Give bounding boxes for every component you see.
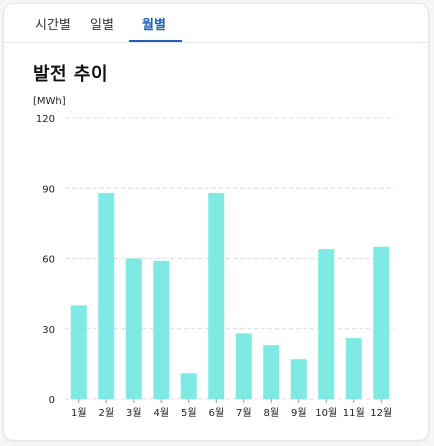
bar[interactable]	[208, 193, 224, 399]
x-tick-label: 8월	[263, 407, 279, 419]
bar[interactable]	[153, 261, 169, 399]
y-tick-label: 30	[42, 325, 55, 336]
bar[interactable]	[318, 249, 334, 399]
bar[interactable]	[181, 373, 197, 399]
bar[interactable]	[263, 345, 279, 399]
x-tick-label: 6월	[208, 407, 224, 419]
y-axis-unit-label: [MWh]	[33, 96, 66, 107]
bar[interactable]	[291, 359, 307, 399]
x-tick-label: 1월	[71, 407, 87, 419]
bars	[71, 193, 390, 399]
x-tick-label: 12월	[370, 407, 392, 419]
y-tick-label: 0	[49, 395, 55, 406]
bar[interactable]	[373, 247, 389, 399]
x-tick-label: 10월	[315, 407, 337, 419]
x-tick-label: 9월	[291, 407, 307, 419]
x-tick-label: 7월	[236, 407, 252, 419]
x-tick-label: 11월	[343, 407, 365, 419]
bar[interactable]	[346, 338, 362, 399]
bar[interactable]	[98, 193, 114, 399]
x-tick-label: 3월	[126, 407, 142, 419]
y-tick-label: 90	[42, 184, 55, 195]
y-axis-ticks: 0 30 60 90 120	[36, 114, 55, 406]
bar[interactable]	[236, 333, 252, 399]
x-tick-label: 5월	[181, 407, 197, 419]
y-tick-label: 120	[36, 114, 55, 125]
x-tick-label: 2월	[98, 407, 114, 419]
bar[interactable]	[71, 305, 87, 399]
grid-lines	[65, 118, 395, 399]
bar[interactable]	[126, 259, 142, 400]
y-tick-label: 60	[42, 255, 55, 266]
x-tick-label: 4월	[153, 407, 169, 419]
x-axis-ticks: 1월 2월 3월 4월 5월 6월 7월 8월 9월 10월 11월 12월	[71, 399, 392, 419]
